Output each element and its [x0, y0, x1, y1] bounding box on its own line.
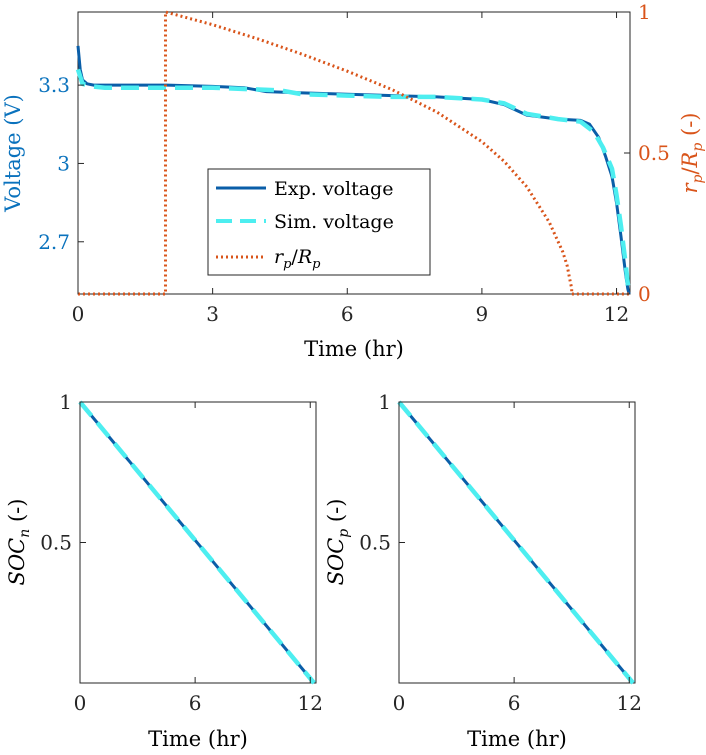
- soc-n-panel: 0 6 12 0.5 1 Time (hr) SOCn (-): [5, 390, 323, 751]
- legend-rp-label: rp/Rp: [274, 246, 321, 272]
- top-ytick-label: 3: [57, 151, 70, 175]
- soc-n-xtick-label: 0: [74, 691, 87, 715]
- top-xtick-label: 12: [604, 302, 629, 326]
- soc-p-ticks-group: 0 6 12 0.5 1: [359, 390, 642, 715]
- top-xtick-label: 0: [72, 302, 85, 326]
- soc-n-xlabel: Time (hr): [148, 727, 248, 751]
- top-xtick-label: 9: [476, 302, 489, 326]
- top-series-group: [75, 10, 632, 296]
- legend-exp-label: Exp. voltage: [274, 178, 393, 200]
- soc-p-xtick-label: 0: [393, 691, 406, 715]
- soc-n-ytick-label: 0.5: [40, 531, 72, 555]
- soc-n-ylabel: SOCn (-): [5, 499, 33, 586]
- soc-p-series-group: [397, 400, 635, 685]
- soc-n-xtick-label: 6: [189, 691, 202, 715]
- rp-ratio-line: [78, 10, 630, 296]
- voltage-panel: 0 3 6 9 12 2.7 3 3.3 0 0.5 1 Time (hr) Voltage (V)…: [1, 0, 706, 361]
- top-ytick-label-right: 1: [638, 0, 651, 24]
- top-ylabel-right: rp/Rp (-): [678, 112, 706, 193]
- soc-p-ytick-label: 0.5: [359, 531, 391, 555]
- top-ytick-label: 2.7: [38, 230, 70, 254]
- soc-n-ytick-label: 1: [59, 390, 72, 414]
- top-ylabel-left: Voltage (V): [1, 94, 25, 213]
- soc-p-panel: 0 6 12 0.5 1 Time (hr) SOCp (-): [324, 390, 642, 751]
- soc-p-xtick-label: 12: [617, 691, 642, 715]
- top-ticks-group: 0 3 6 9 12 2.7 3 3.3 0 0.5 1: [38, 0, 670, 326]
- top-ytick-label: 3.3: [38, 73, 70, 97]
- sim-voltage-line: [75, 68, 632, 295]
- soc-p-xlabel: Time (hr): [467, 727, 567, 751]
- soc-p-ylabel: SOCp (-): [324, 499, 352, 586]
- soc-p-ytick-label: 1: [378, 390, 391, 414]
- soc-p-sim-line: [397, 400, 635, 685]
- top-xtick-label: 6: [341, 302, 354, 326]
- top-xlabel: Time (hr): [304, 337, 404, 361]
- top-ytick-label-right: 0: [638, 282, 651, 306]
- soc-n-xtick-label: 12: [298, 691, 323, 715]
- soc-n-sim-line: [78, 400, 316, 685]
- soc-n-ticks-group: 0 6 12 0.5 1: [40, 390, 323, 715]
- top-xtick-label: 3: [206, 302, 219, 326]
- soc-p-xtick-label: 6: [508, 691, 521, 715]
- legend-sim-label: Sim. voltage: [274, 211, 394, 233]
- top-ytick-label-right: 0.5: [638, 141, 670, 165]
- soc-n-series-group: [78, 400, 316, 685]
- legend: Exp. voltage Sim. voltage rp/Rp: [207, 168, 431, 276]
